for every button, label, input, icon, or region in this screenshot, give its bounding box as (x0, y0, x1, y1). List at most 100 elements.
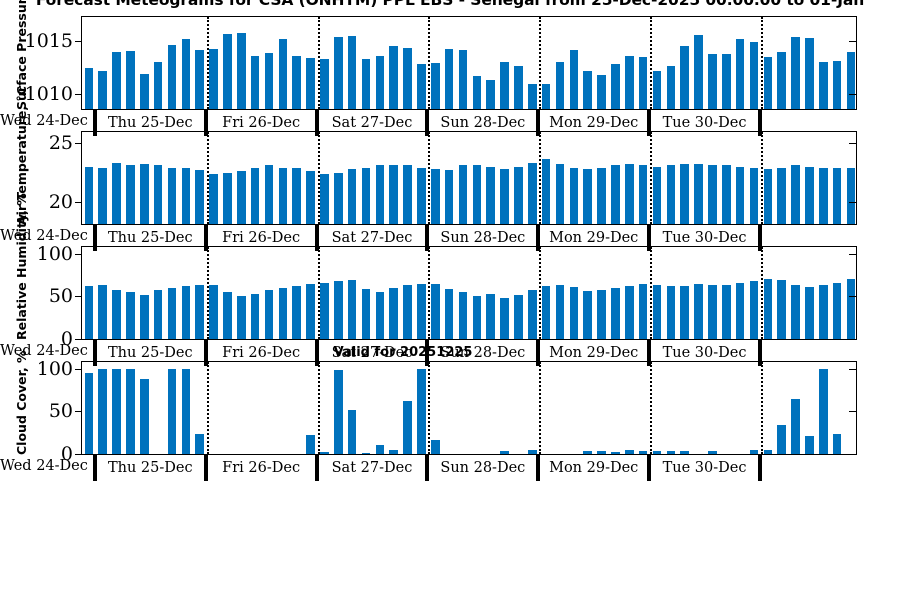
bar (472, 75, 482, 109)
x-axis-start-label: Wed 24-Dec (0, 458, 88, 474)
bar (749, 41, 759, 109)
bar (278, 167, 288, 224)
bar (846, 167, 856, 224)
x-day-label-fri-26-dec: Fri 26-Dec (222, 345, 301, 361)
x-day-tick (203, 110, 208, 136)
y-tick-label: 0 (60, 328, 73, 350)
bar (749, 167, 759, 224)
bar (500, 450, 509, 454)
chart-panel-air-temperature: 20 25 (49, 131, 857, 225)
bar (708, 165, 717, 224)
bar (389, 287, 399, 339)
bar (555, 285, 565, 339)
bar (347, 280, 357, 339)
bar (306, 57, 315, 109)
day-separator (650, 132, 653, 224)
plot-area (82, 132, 856, 224)
bar (209, 173, 218, 224)
day-separator (206, 132, 209, 224)
bar (237, 171, 246, 224)
bar (361, 288, 371, 339)
x-day-tick (536, 225, 541, 251)
bar (819, 368, 828, 454)
bar (763, 449, 773, 454)
bar (500, 298, 509, 339)
bar (749, 449, 759, 454)
x-day-tick (647, 340, 652, 366)
x-day-tick (92, 340, 97, 366)
x-day-label-thu-25-dec: Thu 25-Dec (107, 460, 193, 476)
bar (708, 54, 717, 109)
bar (722, 285, 731, 339)
bar (819, 285, 828, 339)
x-day-tick (425, 455, 430, 481)
x-day-label-tue-30-dec: Tue 30-Dec (662, 345, 747, 361)
day-separator (761, 17, 763, 109)
x-day-label-sun-28-dec: Sun 28-Dec (440, 230, 526, 246)
bar (763, 169, 773, 224)
bar (306, 171, 315, 224)
day-separator (428, 17, 431, 109)
bar (126, 292, 135, 339)
y-axis-title: Relative Humidity, % (14, 193, 29, 340)
bar (375, 165, 385, 224)
bar (832, 167, 842, 224)
x-day-tick (425, 110, 430, 136)
bar (195, 285, 205, 339)
bar (320, 452, 329, 454)
bar (666, 286, 676, 339)
x-day-tick (92, 455, 97, 481)
bar (334, 37, 343, 109)
x-day-label-sun-28-dec: Sun 28-Dec (440, 460, 526, 476)
bar (237, 295, 246, 339)
y-tick (75, 454, 82, 455)
day-separator (539, 362, 542, 454)
bar (98, 167, 108, 224)
bar (694, 283, 703, 339)
bar (306, 435, 315, 454)
bar (680, 45, 690, 109)
bar (417, 284, 426, 339)
bar (98, 285, 108, 339)
y-tick-label: 50 (48, 400, 73, 423)
bar (209, 49, 218, 109)
bar (417, 167, 426, 224)
bar (292, 167, 302, 224)
bar (735, 39, 745, 109)
bar (167, 167, 177, 224)
bar (181, 368, 191, 454)
y-tick (75, 142, 82, 144)
bar (181, 167, 191, 224)
bar (708, 285, 717, 339)
y-tick (75, 368, 82, 370)
x-axis-day-band: Thu 25-Dec Fri 26-Dec Sat 27-Dec Sun 28-Dec… (81, 110, 857, 136)
bar (389, 165, 399, 224)
x-day-label-thu-25-dec: Thu 25-Dec (107, 345, 193, 361)
y-axis-title: Cloud Cover, % (14, 350, 29, 455)
bar (195, 50, 205, 109)
bar (112, 289, 121, 339)
bar (805, 287, 814, 339)
bar (763, 56, 773, 109)
bar (514, 66, 523, 109)
x-day-tick (203, 455, 208, 481)
bar (320, 282, 329, 339)
bar (791, 399, 800, 454)
bar (361, 453, 371, 454)
bar (832, 282, 842, 339)
bar (846, 52, 856, 109)
day-separator (428, 247, 431, 339)
bar (403, 285, 412, 339)
bar (417, 368, 426, 454)
y-tick-inner (849, 94, 856, 96)
bar (347, 409, 357, 454)
x-day-tick (314, 455, 319, 481)
x-day-tick (314, 340, 319, 366)
bar (140, 164, 149, 224)
bar (84, 286, 94, 339)
bar (625, 55, 634, 109)
bar (403, 401, 412, 454)
y-tick-label: 25 (48, 131, 73, 154)
bar (597, 450, 606, 454)
chart-panel-cloud-cover: 0 50 100 (37, 358, 857, 465)
